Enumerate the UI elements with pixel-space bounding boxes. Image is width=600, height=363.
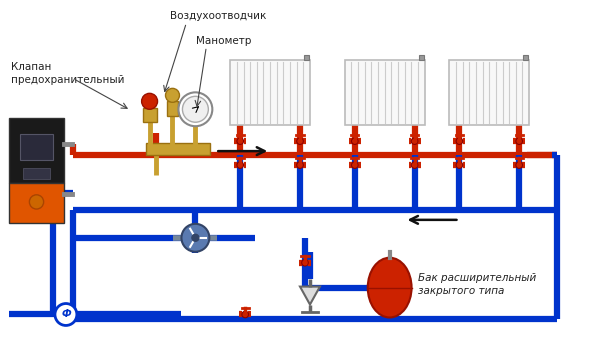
Text: Бак расширительный
закрытого типа: Бак расширительный закрытого типа bbox=[418, 273, 536, 296]
Circle shape bbox=[456, 162, 463, 168]
Circle shape bbox=[456, 138, 463, 144]
Circle shape bbox=[516, 138, 523, 144]
Circle shape bbox=[242, 311, 248, 318]
FancyBboxPatch shape bbox=[146, 143, 211, 155]
Circle shape bbox=[297, 138, 303, 144]
Circle shape bbox=[182, 96, 208, 122]
Circle shape bbox=[352, 162, 358, 168]
FancyBboxPatch shape bbox=[23, 168, 50, 179]
Text: Ф: Ф bbox=[61, 310, 71, 319]
Circle shape bbox=[181, 224, 209, 252]
Polygon shape bbox=[300, 287, 320, 305]
Circle shape bbox=[237, 138, 244, 144]
Circle shape bbox=[297, 162, 303, 168]
Circle shape bbox=[166, 88, 179, 102]
FancyBboxPatch shape bbox=[230, 61, 310, 125]
Circle shape bbox=[178, 92, 212, 126]
Ellipse shape bbox=[368, 258, 412, 318]
FancyBboxPatch shape bbox=[9, 183, 64, 223]
FancyBboxPatch shape bbox=[419, 56, 424, 61]
Circle shape bbox=[411, 138, 418, 144]
FancyBboxPatch shape bbox=[9, 118, 64, 183]
Text: Манометр: Манометр bbox=[196, 36, 252, 46]
FancyBboxPatch shape bbox=[345, 61, 425, 125]
FancyBboxPatch shape bbox=[304, 56, 309, 61]
Circle shape bbox=[29, 195, 44, 209]
Circle shape bbox=[192, 234, 199, 241]
FancyBboxPatch shape bbox=[449, 61, 529, 125]
Circle shape bbox=[352, 138, 358, 144]
FancyBboxPatch shape bbox=[20, 134, 53, 160]
FancyBboxPatch shape bbox=[523, 56, 528, 61]
Circle shape bbox=[516, 162, 523, 168]
FancyBboxPatch shape bbox=[167, 101, 178, 116]
Circle shape bbox=[237, 162, 244, 168]
Circle shape bbox=[142, 93, 158, 109]
Text: Клапан
предохранительный: Клапан предохранительный bbox=[11, 62, 125, 85]
Circle shape bbox=[411, 162, 418, 168]
FancyBboxPatch shape bbox=[143, 108, 157, 122]
Circle shape bbox=[302, 260, 308, 266]
Text: Воздухоотводчик: Воздухоотводчик bbox=[170, 11, 267, 21]
Circle shape bbox=[55, 303, 77, 326]
